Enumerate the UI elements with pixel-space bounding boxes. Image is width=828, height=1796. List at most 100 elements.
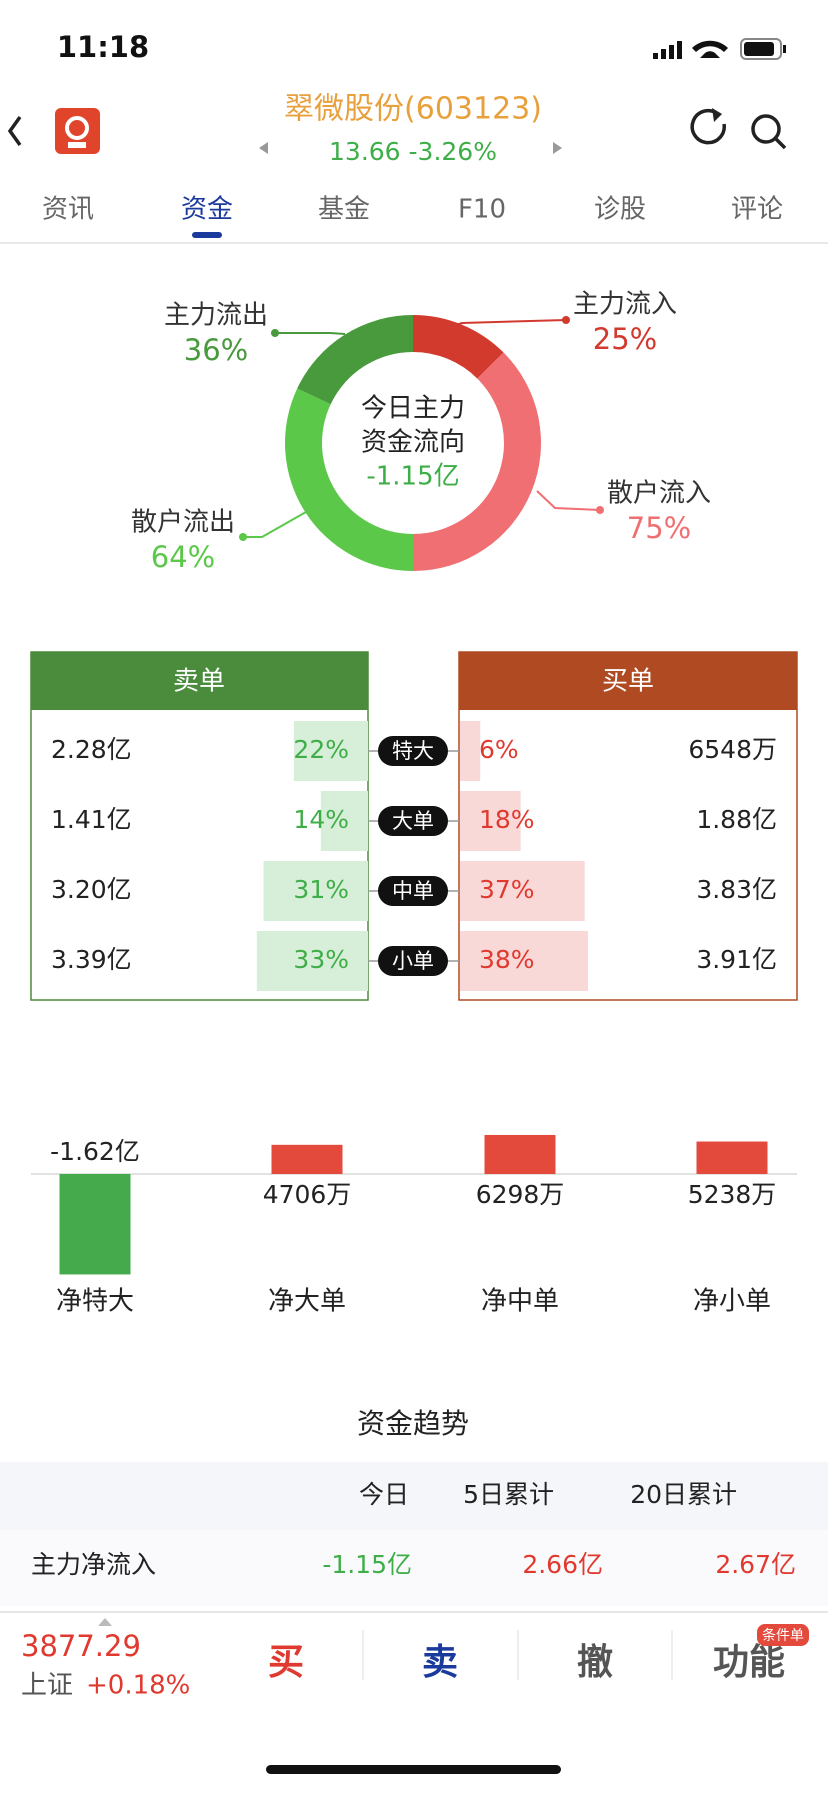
buy-amount: 3.91亿 (696, 945, 777, 974)
app-logo (55, 108, 100, 154)
trend-header-bg (0, 1462, 828, 1530)
sell-header (31, 652, 368, 710)
stock-title: 翠微股份(603123) (284, 92, 542, 127)
net-name: 净特大 (56, 1287, 134, 1317)
order-type-pill (378, 806, 448, 836)
order-type: 中单 (392, 879, 434, 903)
net-value: 4706万 (263, 1180, 352, 1209)
prev-stock[interactable] (259, 142, 268, 154)
net-name: 净中单 (481, 1287, 559, 1317)
badge: 条件单 (762, 1627, 804, 1644)
bottom-bar (0, 1612, 828, 1792)
net-value: 6298万 (476, 1180, 565, 1209)
sell-amount: 2.28亿 (51, 735, 132, 764)
buy-amount: 1.88亿 (696, 805, 777, 834)
buy-bar (460, 721, 481, 781)
buy-header (459, 652, 797, 710)
order-type-pill (378, 736, 448, 766)
tab[interactable]: 基金 (318, 195, 370, 225)
search-button[interactable] (751, 114, 787, 150)
stock-quote: 13.66 -3.26% (329, 137, 497, 166)
order-type: 特大 (392, 739, 434, 763)
trend-value: 2.66亿 (522, 1550, 603, 1579)
donut-label: 主力流入 (573, 290, 677, 320)
badge-bg (757, 1624, 809, 1646)
sell-amount: 3.39亿 (51, 945, 132, 974)
buy-bar (460, 791, 521, 851)
next-stock[interactable] (553, 142, 562, 154)
leader-line (536, 490, 601, 511)
net-bar (271, 1144, 343, 1174)
order-type-pill (378, 876, 448, 906)
donut-label: 主力流出 (164, 301, 268, 331)
donut-label: 散户流入 (607, 479, 711, 509)
net-name: 净小单 (693, 1287, 771, 1317)
tab[interactable]: 评论 (731, 195, 783, 225)
sell-bar (263, 861, 368, 921)
trend-row-bg (0, 1530, 828, 1606)
donut-segment (413, 352, 541, 571)
trend-column: 20日累计 (630, 1480, 737, 1509)
buy-amount: 3.83亿 (696, 875, 777, 904)
leader-line (275, 332, 346, 335)
trade-button[interactable]: 卖 (422, 1642, 458, 1683)
buy-percent: 38% (479, 945, 535, 974)
buy-percent: 18% (479, 805, 535, 834)
status-time: 11:18 (57, 30, 149, 64)
trade-button[interactable]: 买 (268, 1642, 304, 1683)
leader-line (243, 511, 307, 538)
sell-percent: 22% (293, 735, 349, 764)
tab[interactable]: 资金 (181, 195, 233, 225)
trend-column: 今日 (359, 1480, 409, 1509)
tab[interactable]: F10 (458, 195, 506, 225)
sell-bar (256, 931, 368, 991)
net-bar (484, 1134, 556, 1174)
sell-percent: 31% (293, 875, 349, 904)
tab[interactable]: 诊股 (594, 195, 646, 225)
buy-header-text: 买单 (602, 667, 654, 697)
sell-bar (293, 721, 368, 781)
net-name: 净大单 (268, 1287, 346, 1317)
net-value: 5238万 (688, 1180, 777, 1209)
donut-center: 资金流向 (361, 428, 465, 458)
trend-value: 2.67亿 (715, 1550, 796, 1579)
trend-value: -1.15亿 (322, 1550, 412, 1579)
trend-column: 5日累计 (463, 1480, 554, 1509)
refresh-button[interactable] (690, 108, 726, 145)
net-value: -1.62亿 (50, 1137, 140, 1166)
leader-dot (562, 316, 570, 324)
sell-header-text: 卖单 (173, 667, 225, 697)
donut-value: 64% (151, 540, 215, 574)
donut-center-value: -1.15亿 (366, 462, 459, 492)
back-button[interactable] (7, 115, 22, 147)
order-type: 大单 (392, 809, 434, 833)
donut-value: 75% (627, 511, 691, 545)
buy-percent: 37% (479, 875, 535, 904)
active-tab-indicator (192, 232, 222, 238)
buy-amount: 6548万 (688, 735, 777, 764)
donut-value: 25% (593, 322, 657, 356)
trend-title: 资金趋势 (357, 1407, 469, 1440)
tab[interactable]: 资讯 (42, 195, 94, 225)
index-value: 3877.29 (21, 1629, 141, 1663)
trade-button[interactable]: 撤 (577, 1642, 613, 1683)
leader-line (446, 319, 567, 329)
trade-button[interactable]: 功能 (713, 1642, 785, 1683)
trend-row-name: 主力净流入 (31, 1550, 156, 1579)
index-name: 上证 (21, 1671, 73, 1701)
index-expand[interactable] (98, 1618, 112, 1626)
order-type: 小单 (392, 949, 434, 973)
index-change: +0.18% (86, 1671, 190, 1701)
donut-label: 散户流出 (131, 508, 235, 538)
donut-segment (297, 315, 413, 405)
net-bar (696, 1141, 768, 1174)
leader-dot (596, 506, 604, 514)
sell-percent: 14% (293, 805, 349, 834)
buy-bar (460, 931, 589, 991)
donut-segment (413, 315, 504, 379)
home-indicator (266, 1765, 561, 1774)
sell-percent: 33% (293, 945, 349, 974)
donut-center: 今日主力 (361, 394, 465, 424)
donut-value: 36% (184, 333, 248, 367)
